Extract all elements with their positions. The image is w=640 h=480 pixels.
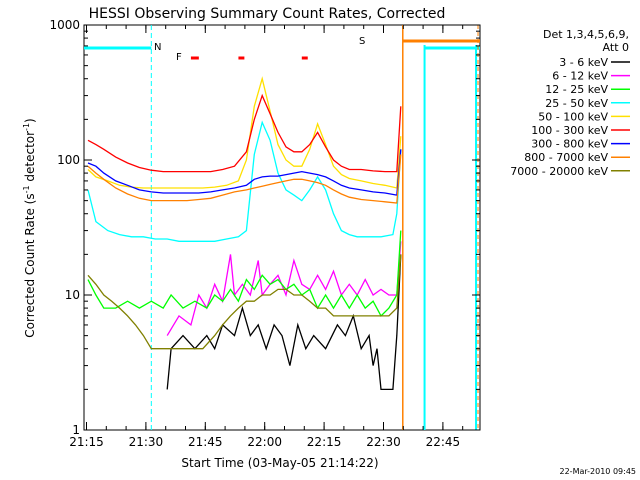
axes: 21:15 21:30 21:45 22:00 22:15 22:30 22:45 1 10 10… [49,18,480,449]
legend-entry-label: 6 - 12 keV [552,70,608,83]
y-tick-label: 10 [65,288,80,302]
legend-header: Att 0 [603,41,629,54]
legend-entry-label: 3 - 6 keV [559,56,608,69]
x-axis-label: Start Time (03-May-05 21:14:22) [181,456,378,470]
x-tick-label: 21:30 [129,435,164,449]
legend-entry-label: 25 - 50 keV [545,97,608,110]
legend-header: Det 1,3,4,5,6,9, [543,28,629,41]
legend-entry-label: 800 - 7000 keV [524,151,608,164]
series-line [87,93,402,173]
plot-frame [83,24,481,431]
series-line [87,230,402,317]
y-axis-label-sup1: -1 [22,185,31,193]
series-line [87,76,402,189]
flag-label-n: N [154,42,161,53]
x-tick-label: 22:15 [307,435,342,449]
series-line [87,120,402,242]
y-axis-label-end: ) [23,118,37,123]
y-axis-label-mid: detector [23,131,37,186]
legend-entry-label: 300 - 800 keV [531,138,608,151]
flag-label-f: F [176,52,182,63]
series-line [87,154,402,204]
flag-label-s: S [359,36,365,47]
x-tick-label: 21:45 [188,435,223,449]
chart-title: HESSI Observing Summary Count Rates, Cor… [89,6,446,22]
date-stamp: 22-Mar-2010 09:45 [560,467,637,476]
flag-bars [84,25,480,430]
y-axis-label-sup2: -1 [22,123,31,131]
legend-entry-label: 100 - 300 keV [531,124,608,137]
x-tick-label: 22:00 [247,435,282,449]
y-tick-label: 1000 [49,18,80,32]
legend-entry-label: 50 - 100 keV [538,110,608,123]
y-axis-label-main: Corrected Count Rate (s [23,193,37,337]
y-tick-label: 1 [72,423,80,437]
series-line [166,241,402,336]
y-tick-label: 100 [57,153,80,167]
series-line [166,254,402,391]
y-axis-label: Corrected Count Rate (s-1 detector-1) [22,118,37,337]
series-lines [87,76,402,391]
legend-entry-label: 12 - 25 keV [545,83,608,96]
legend-entry-label: 7000 - 20000 keV [510,165,608,178]
series-line [87,254,402,350]
x-tick-label: 21:15 [69,435,104,449]
x-tick-label: 22:45 [426,435,461,449]
series-line [87,149,402,196]
x-tick-label: 22:30 [366,435,401,449]
